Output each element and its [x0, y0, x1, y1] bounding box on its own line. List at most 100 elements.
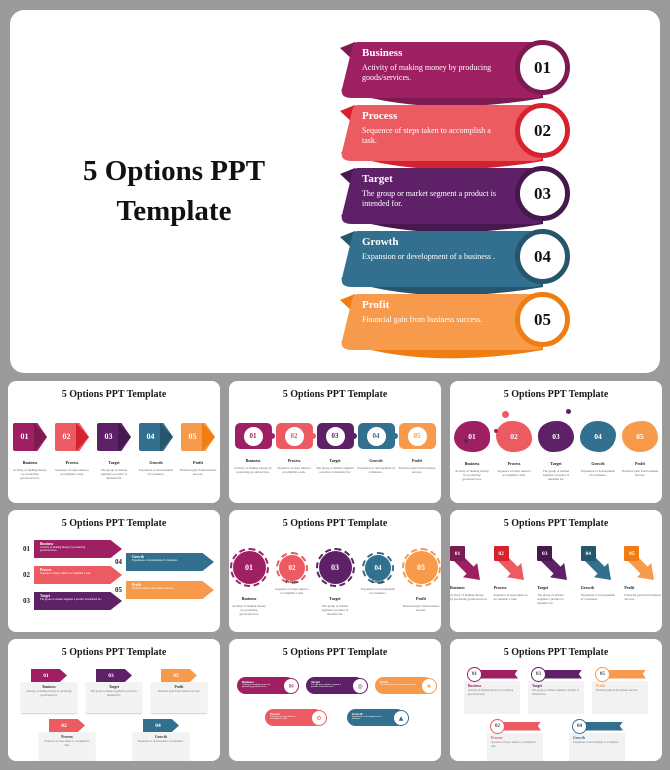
option-item: 04 Growth Expansion or development of a bu… — [580, 407, 617, 481]
icon-glyph: ⚙ — [316, 714, 322, 722]
banner-shape — [340, 231, 545, 296]
option-item: 02 Process Sequence of steps taken to acco… — [496, 407, 533, 481]
option-number-circle: 01 — [515, 40, 570, 95]
banner-shape — [340, 42, 545, 107]
gear-shape: 03 — [315, 548, 355, 587]
option-label: Target — [532, 684, 543, 688]
card-header-ribbon: 01 — [464, 667, 520, 682]
option-item: 01 Business Activity of making money by pr… — [229, 538, 269, 616]
thumbnail-body: 01 Business Activity of making money by pr… — [229, 407, 441, 503]
option-number: 04 — [115, 558, 122, 566]
option-item: 03 Target The group or market segment a pr… — [537, 542, 575, 605]
option-desc: Financial gain from business success. — [398, 465, 436, 474]
option-desc: The group or market segment a product is… — [316, 465, 354, 474]
option-card: 03 Target The group or market segment a pr… — [86, 669, 142, 713]
thumbnail-chevron-arrows[interactable]: 5 Options PPT Template 01 Business Activity… — [8, 381, 220, 503]
thumbnail-ribbon-cards[interactable]: 5 Options PPT Template 01 Business Activity… — [450, 639, 662, 761]
option-bar: Business Activity of making money by prod… — [237, 677, 299, 694]
option-title: Business — [362, 47, 403, 59]
gear-shape: 05 — [401, 548, 441, 587]
thumbnail-blobs[interactable]: 5 Options PPT Template 01 Business Activity… — [450, 381, 662, 503]
option-number: 05 — [173, 672, 179, 679]
option-number: 05 — [629, 550, 635, 557]
option-number: 04 — [534, 246, 551, 266]
option-bar: Growth Expansion or development of a busi… — [347, 709, 409, 726]
thumbnail-gears[interactable]: 5 Options PPT Template 01 Business Activity… — [229, 510, 441, 632]
top-row: 01 Business Activity of making money by pr… — [8, 669, 220, 713]
card-header-arrow: 03 — [96, 669, 132, 682]
hero-title-area: 5 Options PPT Template — [10, 10, 338, 373]
thumbnail-pentagon-cards[interactable]: 5 Options PPT Template 01 Business Activity… — [8, 639, 220, 761]
option-card: 03 Target The group or market segment a pr… — [528, 667, 584, 714]
card-header-arrow: 01 — [31, 669, 67, 682]
banner-shape — [340, 294, 545, 359]
option-number-circle: 02 — [515, 103, 570, 158]
option-desc: Financial gain from business success. — [179, 467, 217, 476]
option-banner-business: Business Activity of making money by prod… — [338, 40, 616, 107]
option-number-circle: 05 — [595, 667, 610, 682]
option-number: 03 — [331, 563, 339, 572]
option-number-circle: 02 — [490, 719, 505, 734]
option-item: 03 Target The group or market segment a pr… — [96, 409, 133, 480]
option-number-circle: 05 — [406, 425, 428, 447]
option-number: 02 — [290, 432, 298, 440]
option-desc: Expansion or development of a business . — [137, 740, 185, 743]
card-body: Target The group or market segment a prod… — [528, 681, 584, 714]
option-number-square: 02 — [493, 546, 509, 561]
hero-options-list: Business Activity of making money by prod… — [338, 10, 660, 373]
option-desc: Financial gain from business success. — [621, 468, 659, 477]
option-desc: Financial gain from business success. — [596, 689, 639, 692]
option-item: 04 Growth Expansion or development of a bu… — [138, 409, 175, 480]
option-desc: Activity of making money by producing go… — [450, 592, 488, 601]
thumbnail-icon-bars[interactable]: 5 Options PPT Template Business Activity o… — [229, 639, 441, 761]
option-number: 02 — [495, 724, 500, 729]
option-banner-growth: Growth Expansion or development of a busi… — [338, 229, 616, 296]
option-label: Growth — [132, 555, 144, 559]
option-number: 03 — [23, 597, 30, 605]
option-desc: The group or market segment a product is… — [311, 682, 341, 689]
option-description: The group or market segment a product is… — [362, 189, 496, 209]
option-number: 01 — [472, 672, 477, 677]
option-item: 05 Profit Financial gain from business suc… — [398, 407, 437, 474]
thumbnail-puzzle-chain[interactable]: 5 Options PPT Template 01 Business Activity… — [229, 381, 441, 503]
option-item: 01 Business Activity of making money by pr… — [18, 540, 122, 558]
option-label: Business — [42, 685, 56, 689]
thumbnail-slide-title: 5 Options PPT Template — [503, 389, 609, 400]
gear-shape: 01 — [229, 548, 269, 587]
decor-dot — [494, 429, 498, 433]
thumbnail-slide-title: 5 Options PPT Template — [282, 647, 388, 658]
thumbnail-body: 01 Business Activity of making money by pr… — [8, 536, 220, 632]
options-row: 01 Business Activity of making money by pr… — [8, 409, 220, 480]
thumbnail-arrow-banners[interactable]: 5 Options PPT Template 01 Business Activity… — [8, 510, 220, 632]
option-title: Profit — [362, 299, 390, 311]
blob-shape: 05 — [622, 421, 658, 452]
icon-glyph: ◎ — [357, 682, 363, 690]
thumbnail-diagonal-arrows[interactable]: 5 Options PPT Template 01 Business Activity… — [450, 510, 662, 632]
option-item: 03 Target The group or market segment a pr… — [316, 407, 357, 474]
card-body: Business Activity of making money by prod… — [21, 682, 77, 713]
option-label: Profit — [416, 596, 426, 601]
option-desc: Financial gain from business success. — [624, 592, 662, 601]
page-title: 5 Options PPT Template — [83, 152, 265, 230]
decor-dot — [566, 409, 571, 414]
option-label: Growth — [352, 711, 363, 716]
left-column: 01 Business Activity of making money by pr… — [18, 540, 122, 618]
option-item: 05 Profit Financial gain from business suc… — [110, 581, 214, 599]
option-number: 05 — [636, 432, 644, 441]
blob-shape: 01 — [454, 421, 490, 452]
thumbnail-body: 01 Business Activity of making money by pr… — [229, 536, 441, 632]
option-number: 03 — [541, 550, 548, 557]
option-item: 01 Business Activity of making money by pr… — [454, 407, 491, 481]
option-number-circle: 03 — [515, 166, 570, 221]
diagonal-arrow-shape: 05 — [624, 546, 660, 582]
option-number-circle: 01 — [242, 425, 264, 447]
option-label: Profit — [635, 461, 645, 466]
option-label: Target — [108, 685, 120, 689]
card-body: Growth Expansion or development of a busi… — [569, 733, 625, 761]
option-label: Profit — [193, 460, 203, 465]
option-desc: The group or market segment a product is… — [321, 603, 349, 617]
decor-dot — [464, 439, 468, 443]
option-number: 05 — [600, 672, 605, 677]
option-label: Business — [241, 596, 257, 601]
arrow-banner: Target The group or market segment a prod… — [34, 592, 122, 610]
